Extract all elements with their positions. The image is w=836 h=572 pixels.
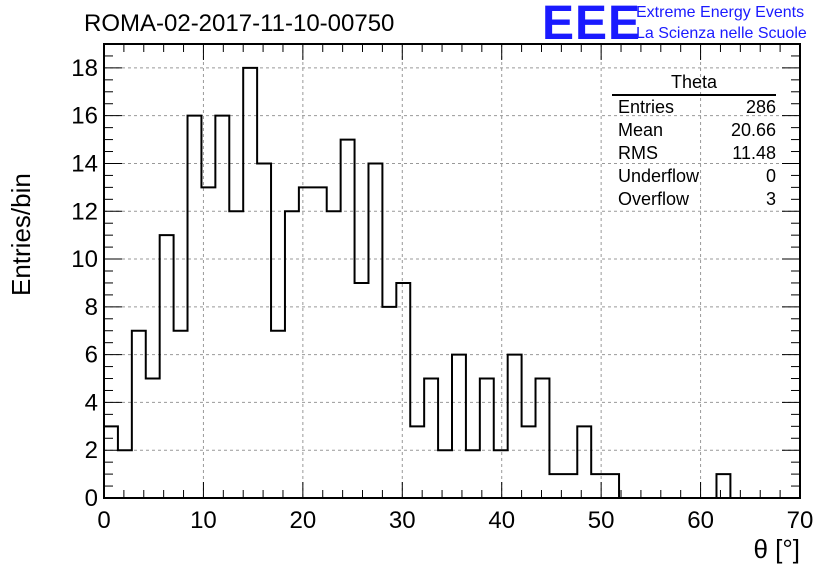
stats-label: Overflow <box>618 189 690 209</box>
stats-label: Entries <box>618 97 675 117</box>
histogram-bin <box>313 187 327 498</box>
histogram-bin <box>577 426 591 498</box>
histogram-bin <box>118 450 132 498</box>
stats-row-rms: RMS 11.48 <box>612 142 776 165</box>
histogram-bin <box>215 116 229 498</box>
x-tick-label: 50 <box>588 507 615 534</box>
histogram-bin <box>716 474 730 498</box>
histogram-outline <box>104 66 800 499</box>
histogram-bars <box>104 66 800 499</box>
stats-row-entries: Entries 286 <box>612 96 776 119</box>
histogram-bin <box>563 474 577 498</box>
stats-label: Mean <box>618 120 664 140</box>
stats-value: 286 <box>745 97 776 117</box>
histogram-bin <box>605 474 619 498</box>
histogram-bin <box>243 68 257 498</box>
histogram-bin <box>522 426 536 498</box>
y-tick-label: 16 <box>71 103 98 130</box>
stats-title: Theta <box>612 72 776 96</box>
stats-row-underflow: Underflow 0 <box>612 165 776 188</box>
y-axis-label: Entries/bin <box>6 173 36 296</box>
y-tick-label: 14 <box>71 150 98 177</box>
y-tick-label: 12 <box>71 198 98 225</box>
x-tick-label: 40 <box>488 507 515 534</box>
stats-value: 0 <box>765 166 776 186</box>
stats-row-overflow: Overflow 3 <box>612 188 776 211</box>
y-tick-label: 8 <box>85 294 98 321</box>
x-axis-label: θ [°] <box>753 534 800 564</box>
histogram-bin <box>355 283 369 498</box>
histogram-bin <box>438 450 452 498</box>
stats-value: 3 <box>765 189 776 209</box>
axis-ticks <box>103 43 801 499</box>
histogram-bin <box>410 426 424 498</box>
stats-label: Underflow <box>618 166 700 186</box>
logo-line-1: Extreme Energy Events <box>636 4 805 21</box>
histogram-bin <box>494 450 508 498</box>
y-tick-label: 10 <box>71 246 98 273</box>
histogram-bin <box>257 163 271 498</box>
histogram-bin <box>299 187 313 498</box>
histogram-bin <box>368 163 382 498</box>
y-tick-label: 4 <box>85 389 98 416</box>
histogram-bin <box>201 187 215 498</box>
histogram-bin <box>132 331 146 498</box>
histogram-bin <box>396 283 410 498</box>
x-tick-label: 70 <box>787 507 814 534</box>
histogram-bin <box>508 355 522 498</box>
histogram-bin <box>341 140 355 498</box>
x-tick-label: 0 <box>97 507 110 534</box>
stats-label: RMS <box>618 143 658 163</box>
x-tick-label: 10 <box>190 507 217 534</box>
histogram-bin <box>174 331 188 498</box>
histogram-bin <box>146 379 160 498</box>
stats-value: 11.48 <box>732 143 776 163</box>
x-tick-label: 30 <box>389 507 416 534</box>
histogram-bin <box>271 331 285 498</box>
histogram-bin <box>466 450 480 498</box>
x-tick-label: 60 <box>687 507 714 534</box>
y-tick-label: 18 <box>71 55 98 82</box>
y-tick-label: 2 <box>85 437 98 464</box>
x-tick-label: 20 <box>290 507 317 534</box>
histogram-bin <box>591 474 605 498</box>
stats-row-mean: Mean 20.66 <box>612 119 776 142</box>
histogram-bin <box>452 355 466 498</box>
histogram-bin <box>480 379 494 498</box>
histogram-bin <box>424 379 438 498</box>
stats-value: 20.66 <box>730 120 776 140</box>
y-tick-label: 0 <box>85 485 98 512</box>
histogram-bin <box>160 235 174 498</box>
logo-line-2: La Scienza nelle Scuole <box>636 25 807 42</box>
y-tick-label: 6 <box>85 342 98 369</box>
histogram-bin <box>536 379 550 498</box>
stats-box: Theta Entries 286 Mean 20.66 RMS 11.48 U… <box>612 72 776 211</box>
run-title: ROMA-02-2017-11-10-00750 <box>84 10 395 37</box>
eee-logo: EEE <box>542 0 642 50</box>
